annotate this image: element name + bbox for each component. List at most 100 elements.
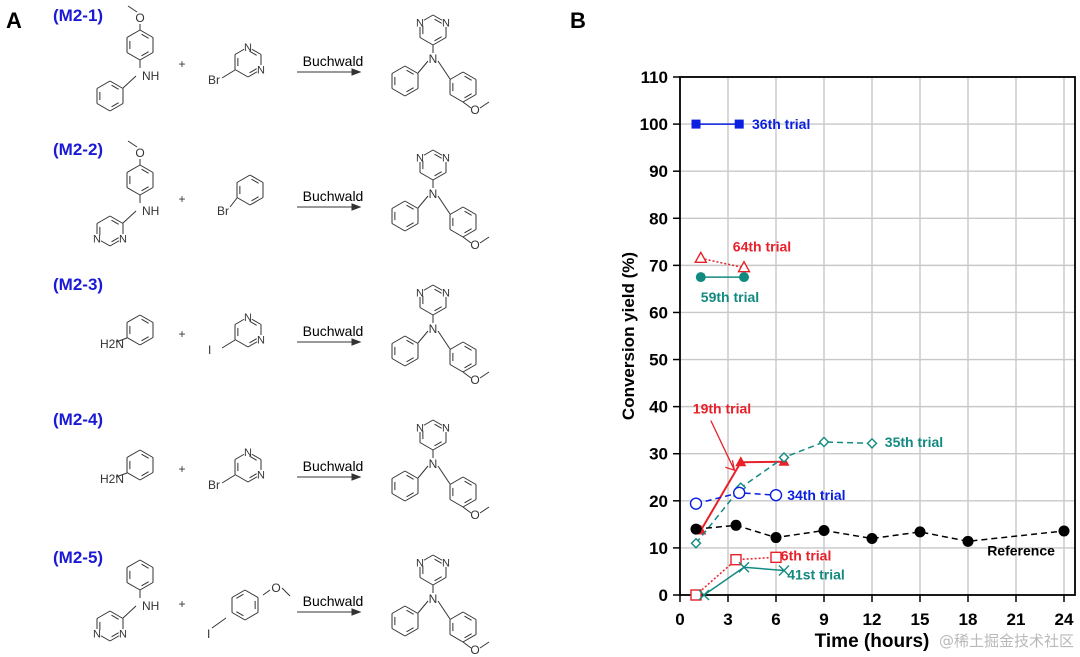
data-point-circle	[770, 532, 782, 544]
data-point-diamond	[818, 436, 830, 448]
atom-label: N	[416, 18, 424, 30]
bond	[109, 80, 124, 89]
data-point-circle	[733, 486, 746, 500]
atom-label: NH	[142, 69, 159, 83]
x-tick-label: 12	[863, 610, 882, 629]
bond	[139, 449, 154, 458]
double-bond	[249, 473, 257, 479]
bond	[479, 641, 490, 649]
bond	[244, 612, 259, 621]
double-bond	[434, 36, 442, 42]
double-bond	[434, 441, 442, 447]
plus-sign: +	[178, 57, 185, 71]
reactant2-pyrimidine-ring: NN	[234, 42, 265, 78]
bond	[231, 612, 246, 621]
bond	[419, 577, 434, 586]
reactant2-pyrimidine-ring: NN	[234, 447, 265, 483]
double-bond	[434, 153, 442, 159]
bond	[404, 335, 419, 344]
double-bond	[236, 593, 244, 599]
plus-sign: +	[178, 597, 185, 611]
bond	[417, 465, 429, 479]
data-point-diamond	[778, 452, 790, 463]
arrowhead	[351, 608, 362, 616]
arrowhead	[351, 338, 362, 346]
bond	[479, 101, 490, 109]
double-bond	[464, 363, 472, 369]
bond	[281, 587, 291, 597]
grid	[680, 76, 1075, 595]
bond	[462, 641, 472, 649]
double-bond	[251, 196, 259, 202]
bond	[391, 88, 406, 97]
double-bond	[406, 357, 414, 363]
double-bond	[141, 51, 149, 57]
bond	[100, 240, 111, 247]
bond	[391, 223, 406, 232]
data-point-circle	[1058, 525, 1070, 537]
double-bond	[434, 288, 442, 294]
double-bond	[406, 627, 414, 633]
bond	[449, 476, 464, 485]
y-tick-label: 90	[649, 162, 668, 181]
data-point-square	[730, 553, 742, 566]
product-anisyl-ring	[449, 206, 477, 238]
data-point-diamond	[866, 437, 878, 449]
y-tick-label: 30	[649, 445, 668, 464]
bond	[391, 335, 406, 344]
atom-label: N	[416, 558, 424, 570]
data-point-x	[738, 561, 750, 573]
bond	[247, 476, 258, 483]
bond	[236, 197, 251, 206]
product-phenyl-ring	[391, 65, 419, 97]
data-point-square	[770, 551, 782, 564]
bond	[127, 5, 138, 13]
data-point-triangle	[735, 456, 747, 467]
data-point-square	[691, 119, 701, 129]
reactant1-phenyl-ring	[126, 449, 154, 481]
bond	[109, 240, 120, 247]
double-bond	[249, 68, 257, 74]
atom-label: O	[470, 373, 479, 387]
data-point-triangle	[737, 260, 751, 273]
bond	[462, 371, 472, 379]
bond	[419, 172, 434, 181]
reaction-label-m2-2: (M2-2)	[53, 140, 104, 159]
bond	[126, 449, 141, 458]
bond	[423, 554, 434, 561]
double-bond	[434, 18, 442, 24]
bond	[462, 611, 477, 620]
double-bond	[141, 563, 149, 569]
double-bond	[406, 609, 414, 615]
plus-sign: +	[178, 462, 185, 476]
data-point-circle	[690, 523, 702, 535]
y-axis-label: Conversion yield (%)	[619, 252, 638, 420]
data-point-circle	[695, 272, 706, 283]
atom-label: N	[93, 234, 101, 246]
bond	[462, 94, 477, 103]
bond	[247, 71, 258, 78]
series-64th-trial	[694, 250, 751, 273]
annotation-label: Reference	[987, 542, 1055, 558]
bond	[437, 330, 451, 350]
double-bond	[406, 87, 414, 93]
bond	[231, 589, 246, 598]
bond	[126, 337, 141, 346]
bond	[126, 314, 141, 323]
atom-label: N	[429, 457, 438, 471]
data-point-circle	[689, 497, 703, 510]
y-tick-label: 0	[659, 586, 668, 605]
bond	[100, 635, 111, 642]
bond	[391, 605, 406, 614]
bond	[109, 215, 124, 224]
bond	[139, 164, 154, 173]
bond	[432, 554, 443, 561]
double-bond	[141, 471, 149, 477]
bond	[122, 210, 137, 224]
atom-label: N	[416, 153, 424, 165]
x-tick-label: 9	[819, 610, 828, 629]
bond	[404, 358, 419, 367]
double-bond	[111, 102, 119, 108]
reaction-label-m2-4: (M2-4)	[53, 410, 104, 429]
